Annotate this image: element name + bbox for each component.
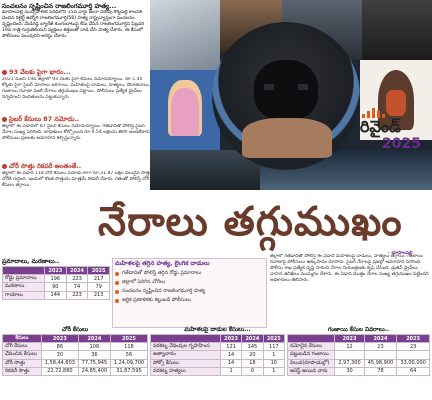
section-title-3: చోరీ సొత్తు రికవరీ అంతంతే..: [2, 162, 152, 170]
bullet-icon: [2, 116, 7, 122]
women-attacks-table: 2023 2024 2025 వరకట్న వేధింపుల గృహహింస 1…: [150, 333, 286, 376]
list-item: సంచలనం సృష్టించిన రాజలింగమూర్తి హత్య: [115, 287, 264, 296]
table-header: 2025: [87, 265, 110, 276]
list-item: గతేడాదితో పోలిస్తే తగ్గిన రోడ్డు ప్రమాదా…: [115, 269, 264, 278]
bullet-icon: [115, 289, 119, 294]
ganja-table-title: గంజాయి కేసుల వివరాలు..: [327, 327, 390, 333]
list-item: జిల్లాలో పెరిగిన చోరీలు: [115, 278, 264, 287]
photo-tile: [150, 0, 220, 70]
table-row: విలువ(రూపాయల్లో) 2,97,300 45,98,900 33,0…: [286, 358, 430, 368]
main-headline: నేరాలు తగ్గుముఖం: [98, 198, 403, 245]
left-column: సంచలనం సృష్టించిన రాజలింగమూర్తి హత్య... …: [2, 0, 152, 258]
rewind-badge: రివైండ్ 2025: [360, 108, 430, 158]
photo-tile: [150, 150, 260, 190]
hooded-figure-illustration: [212, 22, 360, 170]
theft-table-title: చోరీ కేసులు: [61, 327, 89, 333]
photo-collage: [150, 0, 432, 190]
highlights-list: గతేడాదితో పోలిస్తే తగ్గిన రోడ్డు ప్రమాదా…: [113, 269, 266, 305]
rewind-bars-icon: [362, 108, 385, 118]
table-row: వరకట్న హత్యలు 1 0 1: [150, 366, 286, 376]
table-header: 2023: [43, 265, 67, 276]
bullet-icon: [115, 271, 119, 276]
table-row: పట్టుబడిన గంజాయి: [286, 350, 430, 360]
section-body-3: జిల్లాలో ఈ ఏడాది 118 చోరీ కేసులు నమోదు క…: [2, 171, 152, 188]
table-header: [2, 265, 45, 276]
table-row: ఛేదించిన కేసులు 30 36 56: [2, 350, 149, 360]
table-row: మరణాలు 90 74 79: [2, 282, 110, 292]
table-row: రికవరీ సొత్తు 22,72,880 24,85,400 31,87,…: [2, 366, 149, 376]
section-body-2: జిల్లాలో ఈ ఏడాదిలో 87 సైబర్ కేసులు నమోదయ…: [2, 124, 152, 141]
bullet-icon: [2, 69, 7, 75]
highlights-title: మహిళలపై తగ్గిన హత్య, లైంగిక దాడులు: [115, 260, 210, 267]
table-row: చోరీ సొత్తు 1,58,44,603 77,75,945 1,24,0…: [2, 358, 149, 368]
table-row: వరకట్న వేధింపుల గృహహింస 121 145 117: [150, 342, 286, 352]
top-heading: సంచలనం సృష్టించిన రాజలింగమూర్తి హత్య...: [2, 2, 117, 10]
bullet-icon: [115, 298, 119, 303]
table-row: చోరీ కేసులు 86 108 118: [2, 342, 149, 352]
highlights-box: మహిళలపై తగ్గిన హత్య, లైంగిక దాడులు గతేడా…: [112, 258, 267, 328]
section-title-2: సైబర్ కేసులు 87 నమోదు..: [2, 115, 152, 123]
right-paragraph: జిల్లాలో గతేడాదితో పోలిస్తే ఈ ఏడాది మహిళ…: [270, 254, 429, 283]
table-row: గాయాలు 144 223 213: [2, 290, 110, 300]
section-title-1: 93 వేలకు పైగా భారం...: [2, 68, 152, 76]
section-body-1: 2021 నుంచి 19వ జిల్లాలో 93 వేలకు పైగా కే…: [2, 77, 150, 100]
table-row: రోడ్డు ప్రమాదాలు 196 223 217: [2, 274, 110, 284]
rewind-year: 2025: [382, 136, 421, 152]
man-illustration: [378, 70, 414, 130]
bullet-icon: [2, 163, 7, 169]
rewind-word: రివైండ్: [360, 117, 401, 136]
crime-table-title: ప్రమాదాలు, మరణాలు..: [2, 258, 60, 265]
photo-tile: [150, 70, 220, 150]
theft-table: కేసులు 2023 2024 2025 చోరీ కేసులు 86 108…: [2, 333, 149, 376]
byline: - భూపాలపల్లి: [388, 251, 413, 256]
list-item: ఆర్థిక ప్రణాళికకు కట్టుబడి పోలీసులు: [115, 296, 264, 305]
woman-illustration: [168, 80, 202, 136]
top-blurb: భూపాలపల్లి మున్సిపాలిటీ పరిధిలోని 15వ వా…: [2, 10, 145, 39]
bullet-icon: [115, 280, 119, 285]
table-row: నమోదైన కేసులు 12 23 23: [286, 342, 430, 352]
accidents-table: 2023 2024 2025 రోడ్డు ప్రమాదాలు 196 223 …: [2, 265, 110, 300]
table-row: అరెస్ట్ అయిన వారు 30 78 64: [286, 366, 430, 376]
photo-tile: [362, 0, 432, 62]
ganja-table: 2023 2024 2025 నమోదైన కేసులు 12 23 23 పట…: [286, 333, 430, 376]
photo-tile: [360, 60, 432, 140]
table-row: అత్యాచారం 14 20 1: [150, 350, 286, 360]
table-header: 2024: [65, 265, 89, 276]
table-row: పోక్సో కేసులు 14 18 10: [150, 358, 286, 368]
women-table-title: మహిళలపై దాడుల కేసులు...: [184, 327, 251, 333]
